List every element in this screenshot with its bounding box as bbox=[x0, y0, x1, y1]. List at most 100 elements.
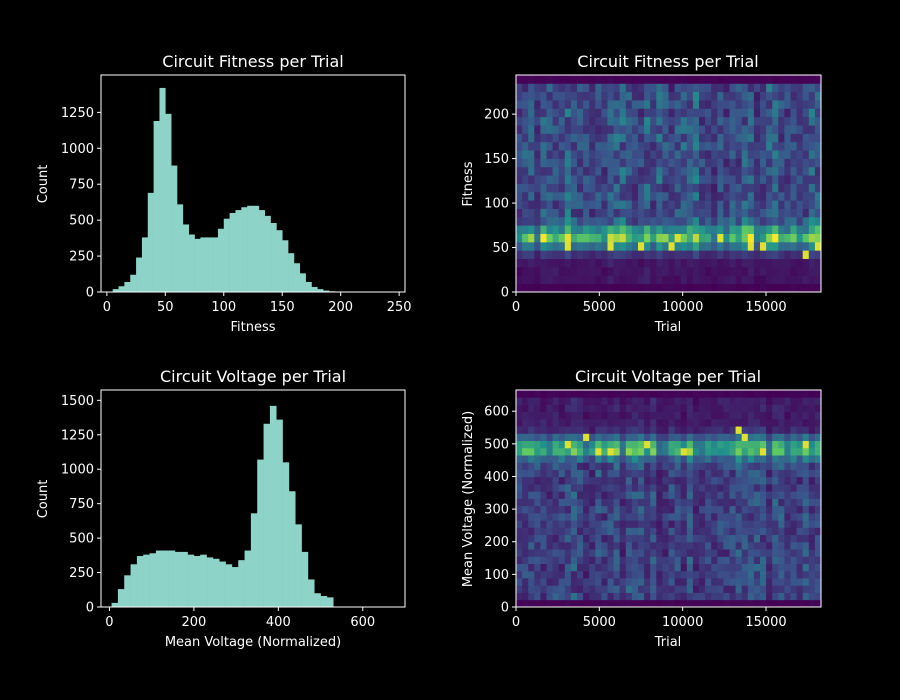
heatmap-cell bbox=[717, 166, 724, 176]
heatmap-cell bbox=[522, 484, 529, 492]
heatmap-cell bbox=[516, 141, 523, 151]
heatmap-cell bbox=[808, 491, 816, 499]
heatmap-cell bbox=[638, 592, 645, 601]
heatmap-cell bbox=[583, 585, 590, 593]
heatmap-cell bbox=[522, 183, 529, 193]
heatmap-cell bbox=[522, 141, 529, 151]
heatmap-cell bbox=[699, 549, 706, 557]
heatmap-cell bbox=[613, 426, 621, 434]
heatmap-cell bbox=[808, 241, 816, 251]
heatmap-cell bbox=[796, 133, 804, 143]
heatmap-cell bbox=[699, 108, 706, 118]
y-tick-label: 250 bbox=[69, 566, 94, 581]
heatmap-cell bbox=[638, 166, 645, 176]
heatmap-cell bbox=[796, 250, 804, 260]
heatmap-cell bbox=[619, 208, 627, 218]
heatmap-cell bbox=[802, 418, 810, 427]
heatmap-cell bbox=[528, 578, 535, 586]
heatmap-cell bbox=[753, 91, 761, 101]
heatmap-cell bbox=[595, 233, 602, 243]
heatmap-cell bbox=[784, 585, 791, 593]
heatmap-cell bbox=[814, 527, 822, 536]
heatmap-cell bbox=[662, 150, 669, 159]
heatmap-cell bbox=[741, 166, 749, 176]
heatmap-cell bbox=[692, 75, 700, 84]
heatmap-cell bbox=[802, 505, 810, 514]
heatmap-cell bbox=[808, 447, 816, 456]
heatmap-cell bbox=[680, 216, 688, 226]
heatmap-cell bbox=[772, 578, 779, 586]
heatmap-cell bbox=[802, 83, 810, 93]
heatmap-cell bbox=[577, 498, 584, 507]
heatmap-cell bbox=[668, 233, 675, 243]
heatmap-cell bbox=[753, 426, 761, 434]
heatmap-cell bbox=[625, 578, 633, 586]
heatmap-cell bbox=[723, 549, 730, 557]
heatmap-cell bbox=[577, 266, 584, 276]
heatmap-cell bbox=[674, 512, 682, 521]
heatmap-cell bbox=[577, 397, 584, 405]
heatmap-cell bbox=[772, 491, 779, 499]
heatmap-cell bbox=[790, 390, 797, 398]
heatmap-cell bbox=[711, 418, 718, 427]
heatmap-cell bbox=[766, 216, 773, 226]
heatmap-cell bbox=[607, 578, 614, 586]
heatmap-cell bbox=[564, 183, 572, 193]
heatmap-cell bbox=[784, 520, 791, 528]
heatmap-cell bbox=[796, 476, 804, 485]
y-axis-label: Count bbox=[36, 480, 51, 519]
heatmap-cell bbox=[522, 563, 529, 572]
heatmap-cell bbox=[570, 520, 578, 528]
heatmap-cell bbox=[674, 283, 682, 293]
heatmap-cell bbox=[577, 225, 584, 234]
heatmap-cell bbox=[607, 225, 614, 234]
heatmap-cell bbox=[735, 592, 743, 601]
heatmap-cell bbox=[595, 469, 602, 478]
heatmap-cell bbox=[692, 592, 700, 601]
heatmap-cell bbox=[711, 108, 718, 118]
heatmap-cell bbox=[723, 150, 730, 159]
heatmap-cell bbox=[778, 83, 785, 93]
heatmap-cell bbox=[601, 498, 608, 507]
heatmap-cell bbox=[723, 283, 730, 293]
heatmap-cell bbox=[638, 283, 645, 293]
heatmap-cell bbox=[601, 166, 608, 176]
heatmap-cell bbox=[534, 426, 541, 434]
heatmap-cell bbox=[540, 225, 547, 234]
histogram-bar bbox=[225, 564, 233, 607]
x-tick-label: 15000 bbox=[745, 615, 786, 630]
heatmap-cell bbox=[534, 258, 541, 268]
heatmap-cell bbox=[680, 225, 688, 234]
x-tick-label: 10000 bbox=[662, 615, 703, 630]
heatmap-cell bbox=[674, 390, 682, 398]
heatmap-cell bbox=[814, 225, 822, 234]
heatmap-cell bbox=[601, 200, 608, 209]
heatmap-cell bbox=[540, 397, 547, 405]
heatmap-cell bbox=[674, 549, 682, 557]
heatmap-cell bbox=[796, 390, 804, 398]
heatmap-cell bbox=[778, 469, 785, 478]
heatmap-cell bbox=[784, 241, 791, 251]
heatmap-cell bbox=[540, 491, 547, 499]
heatmap-cell bbox=[772, 527, 779, 536]
heatmap-cell bbox=[589, 447, 596, 456]
heatmap-cell bbox=[814, 541, 822, 550]
heatmap-cell bbox=[656, 505, 663, 514]
heatmap-cell bbox=[802, 91, 810, 101]
heatmap-cell bbox=[735, 462, 743, 470]
heatmap-cell bbox=[662, 455, 669, 463]
heatmap-cell bbox=[717, 175, 724, 184]
heatmap-cell bbox=[607, 592, 614, 601]
heatmap-cell bbox=[778, 578, 785, 586]
heatmap-cell bbox=[577, 233, 584, 243]
heatmap-cell bbox=[625, 505, 633, 514]
heatmap-cell bbox=[662, 258, 669, 268]
heatmap-cell bbox=[717, 208, 724, 218]
heatmap-cell bbox=[766, 418, 773, 427]
heatmap-cell bbox=[741, 476, 749, 485]
heatmap-cell bbox=[723, 418, 730, 427]
heatmap-cell bbox=[644, 411, 651, 420]
heatmap-cell bbox=[717, 75, 724, 84]
heatmap-cell bbox=[705, 520, 712, 528]
heatmap-cell bbox=[534, 200, 541, 209]
